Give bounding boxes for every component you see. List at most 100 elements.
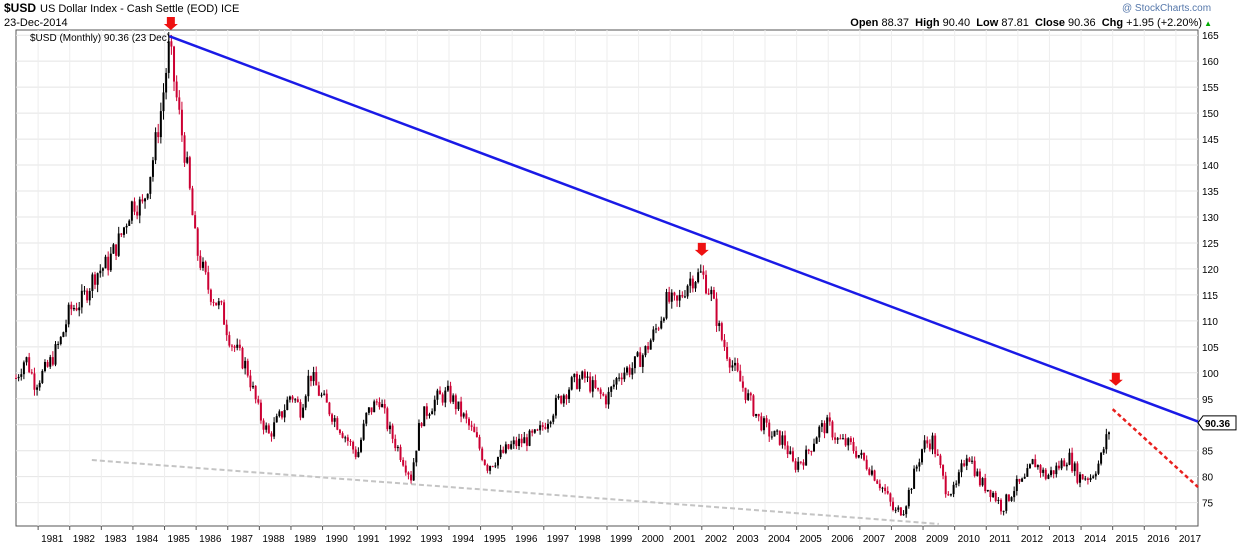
candle-body: [1084, 478, 1087, 480]
low-label: Low: [976, 17, 999, 29]
candle-body: [1071, 452, 1074, 472]
candle-body: [386, 408, 389, 430]
candle-body: [578, 378, 581, 389]
candle-body: [141, 199, 144, 202]
candle-body: [654, 328, 657, 330]
candle-body: [230, 345, 233, 347]
candle-body: [978, 471, 981, 486]
candle-body: [652, 329, 655, 341]
candle-body: [547, 423, 550, 429]
candle-body: [865, 459, 868, 470]
candle-body: [67, 304, 70, 325]
candle-body: [786, 445, 789, 455]
candle-body: [1065, 464, 1068, 467]
candle-body: [992, 492, 995, 498]
candle-body: [699, 271, 702, 273]
candle-body: [834, 437, 837, 440]
x-tick-label: 2007: [863, 534, 886, 545]
candle-body: [981, 478, 984, 486]
candle-body: [323, 393, 326, 395]
candle-body: [159, 111, 162, 138]
candle-body: [54, 344, 57, 365]
candle-body: [473, 426, 476, 433]
candle-body: [83, 290, 86, 292]
candle-body: [986, 489, 989, 492]
candle-body: [167, 41, 170, 73]
x-tick-label: 1996: [515, 534, 538, 545]
candle-body: [22, 362, 25, 375]
resistance-trendline: [168, 35, 1199, 423]
candle-body: [770, 436, 773, 438]
candle-body: [618, 377, 621, 379]
x-tick-label: 1983: [104, 534, 127, 545]
candle-body: [454, 395, 457, 410]
candle-body: [57, 343, 60, 345]
candle-body: [431, 411, 434, 415]
candle-body: [170, 41, 173, 47]
x-tick-label: 2003: [736, 534, 759, 545]
candle-body: [715, 298, 718, 326]
candle-body: [839, 438, 842, 440]
candle-body: [20, 374, 23, 377]
candle-body: [362, 423, 365, 440]
candle-body: [307, 375, 310, 397]
candle-body: [984, 478, 987, 492]
candle-body: [931, 435, 934, 450]
candle-body: [633, 356, 636, 369]
candle-body: [963, 463, 966, 466]
candle-body: [412, 462, 415, 481]
x-tick-label: 2010: [958, 534, 981, 545]
candle-body: [328, 402, 331, 415]
candle-body: [657, 328, 660, 330]
candle-body: [673, 292, 676, 296]
candle-body: [462, 413, 465, 417]
candle-body: [1015, 478, 1018, 492]
x-tick-label: 1988: [262, 534, 285, 545]
candle-body: [59, 336, 62, 344]
candle-body: [183, 135, 186, 163]
candle-body: [486, 464, 489, 471]
candle-body: [881, 487, 884, 489]
candle-body: [1023, 476, 1026, 479]
open-label: Open: [850, 17, 879, 29]
chg-value: +1.95 (+2.20%): [1126, 17, 1202, 29]
candle-body: [1028, 464, 1031, 469]
candle-body: [373, 401, 376, 413]
candle-body: [1073, 463, 1076, 472]
candle-body: [1034, 459, 1037, 468]
x-tick-label: 1995: [484, 534, 507, 545]
candle-body: [844, 438, 847, 446]
candle-body: [1076, 463, 1079, 483]
y-tick-label: 165: [1202, 31, 1219, 42]
candle-body: [518, 438, 521, 447]
candle-body: [475, 432, 478, 438]
candle-body: [976, 471, 979, 476]
candle-body: [394, 438, 397, 449]
candle-body: [1081, 474, 1084, 480]
candle-body: [562, 395, 565, 404]
candle-body: [1000, 499, 1002, 512]
candle-body: [934, 435, 937, 454]
candle-body: [710, 289, 713, 295]
candle-body: [494, 465, 497, 467]
candle-body: [439, 390, 442, 395]
up-arrow-icon: ▲: [1204, 19, 1212, 28]
candle-body: [723, 339, 726, 347]
candle-body: [794, 461, 797, 470]
candle-body: [694, 282, 697, 289]
candle-body: [173, 46, 176, 82]
candle-body: [870, 470, 873, 475]
y-tick-label: 75: [1202, 499, 1214, 510]
candle-body: [868, 469, 871, 475]
candle-body: [1105, 434, 1108, 450]
candle-body: [388, 425, 391, 430]
candle-body: [367, 407, 370, 413]
candle-body: [325, 393, 328, 403]
candle-body: [789, 451, 792, 455]
candle-body: [760, 416, 763, 431]
candle-body: [907, 489, 910, 507]
candle-body: [433, 399, 436, 412]
candle-body: [957, 472, 960, 484]
candle-body: [949, 494, 952, 496]
